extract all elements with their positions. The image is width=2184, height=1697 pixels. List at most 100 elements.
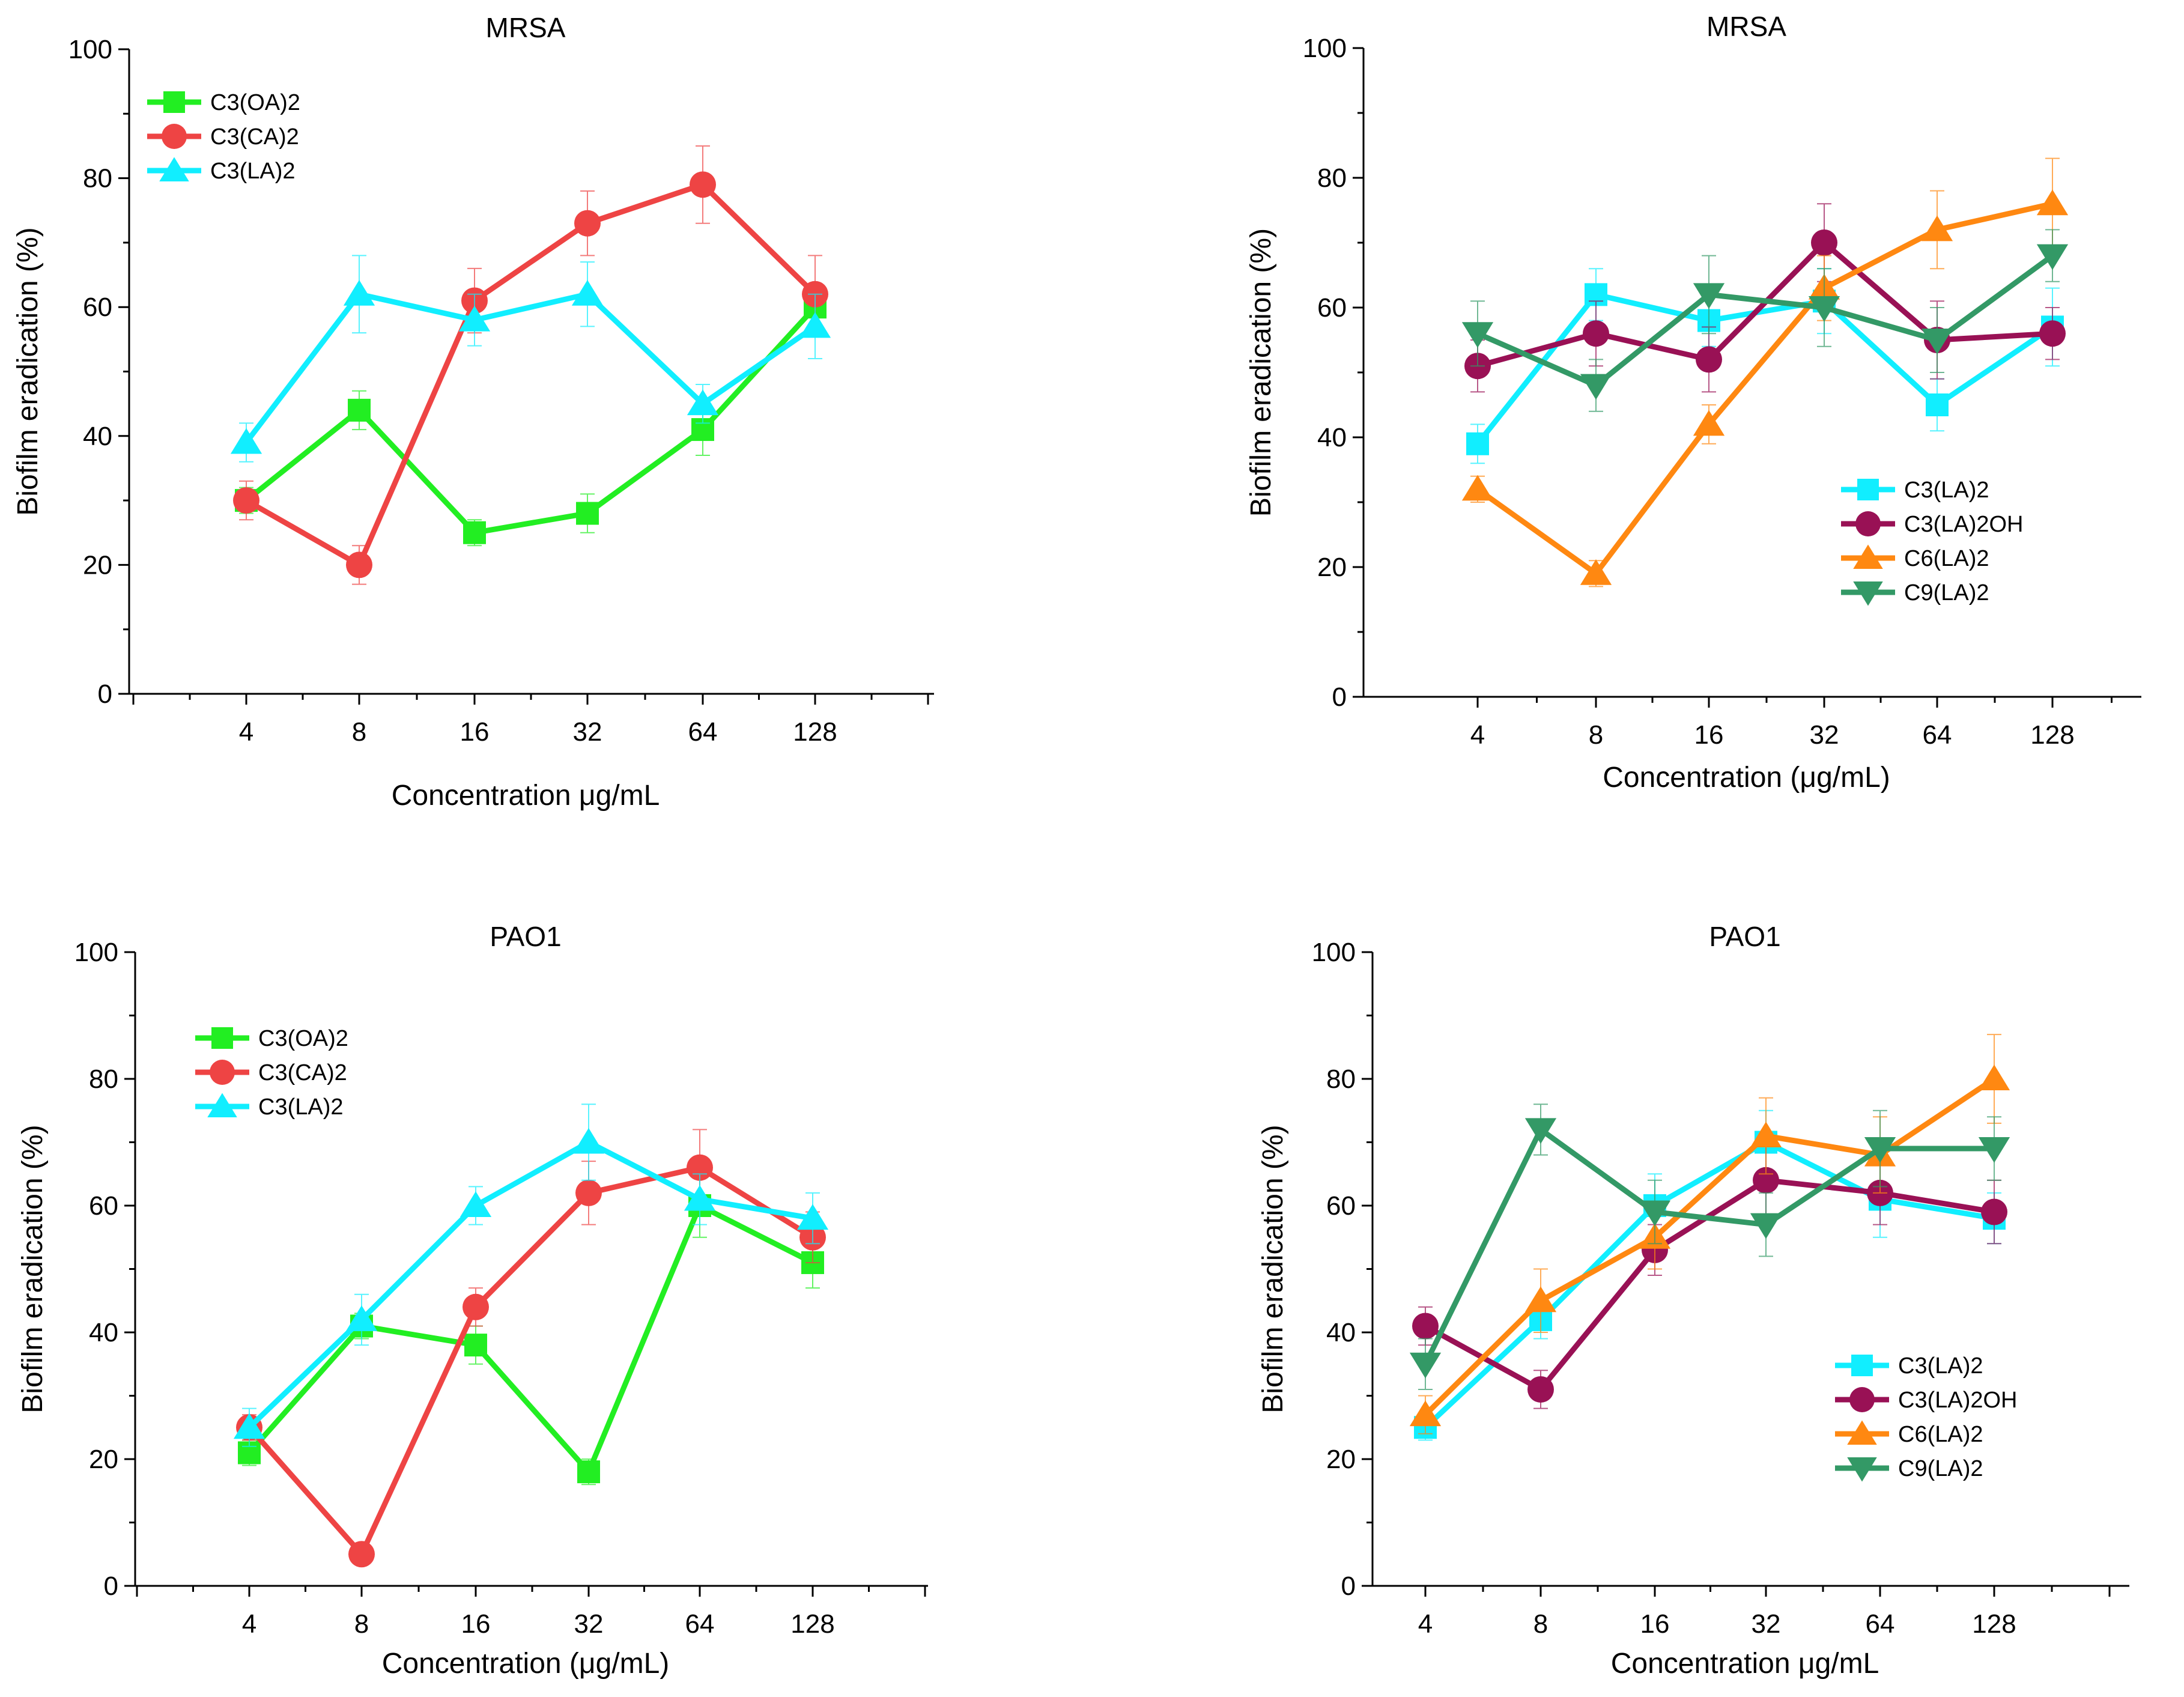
legend-label: C3(OA)2	[258, 1026, 348, 1051]
data-point	[1750, 1213, 1782, 1239]
data-point	[345, 1305, 378, 1331]
legend-item: C3(LA)2OH	[1841, 511, 2024, 537]
data-point	[572, 1128, 605, 1154]
data-point	[1412, 1313, 1439, 1340]
legend-marker	[1857, 479, 1879, 500]
series-line	[1423, 1076, 1996, 1417]
chart-pao1-right: 0 20 40 60 80 100 4 8 16 32 64 128 PAO1 Concentration…	[1257, 921, 2129, 1680]
x-tick-label: 32	[574, 1609, 604, 1639]
chart-title: PAO1	[490, 921, 561, 952]
legend-item: C9(LA)2	[1841, 580, 1989, 606]
legend-label: C9(LA)2	[1904, 580, 1989, 606]
y-axis-label: Biofilm eradication (%)	[12, 227, 44, 515]
legend-item: C3(CA)2	[147, 124, 299, 150]
y-tick-label: 20	[1317, 553, 1347, 582]
chart-title: MRSA	[1706, 11, 1786, 42]
y-tick-label: 40	[1326, 1318, 1356, 1347]
legend-marker	[1855, 511, 1881, 536]
x-tick-label: 128	[2030, 720, 2074, 750]
data-point	[233, 487, 259, 514]
data-point	[1693, 410, 1725, 436]
y-tick-label: 80	[1326, 1064, 1356, 1094]
legend-marker	[211, 1027, 233, 1049]
data-point	[1461, 475, 1494, 501]
x-tick-label: 16	[460, 717, 490, 747]
legend: C3(LA)2 C3(LA)2OH C6(LA)2 C9(LA)2	[1835, 1353, 2018, 1482]
series-c6-la-2	[1461, 157, 2069, 587]
data-point	[796, 1204, 829, 1230]
data-point	[1921, 329, 1953, 354]
x-tick-label: 8	[352, 717, 366, 747]
data-point	[576, 502, 599, 525]
x-tick-label: 16	[1694, 720, 1724, 750]
x-axis-label: Concentration (μg/mL)	[1603, 762, 1890, 794]
x-tick-label: 64	[688, 717, 718, 747]
data-point	[458, 305, 491, 332]
legend-label: C3(CA)2	[210, 124, 299, 150]
legend-label: C3(LA)2	[1898, 1353, 1983, 1379]
data-point	[575, 1179, 602, 1206]
data-point	[463, 521, 486, 544]
y-tick-label: 100	[1303, 34, 1347, 63]
data-point	[460, 1191, 492, 1217]
y-axis-label: Biofilm eradication (%)	[1245, 228, 1277, 517]
series-line	[244, 291, 817, 445]
x-tick-label: 8	[354, 1609, 369, 1639]
y-tick-label: 80	[1317, 163, 1347, 193]
legend: C3(LA)2 C3(LA)2OH C6(LA)2 C9(LA)2	[1841, 478, 2024, 606]
x-tick-label: 8	[1589, 720, 1603, 750]
series-line	[1476, 240, 2053, 369]
data-point	[799, 312, 831, 338]
data-point	[2036, 189, 2069, 216]
series-c3-la-2	[233, 1104, 829, 1447]
data-point	[1693, 283, 1725, 309]
data-point	[1580, 559, 1612, 585]
data-point	[230, 428, 262, 454]
y-tick-label: 100	[68, 35, 112, 64]
y-tick-label: 60	[1317, 293, 1347, 323]
legend-marker	[1847, 1457, 1877, 1482]
y-tick-label: 0	[1332, 682, 1347, 712]
x-axis-label: Concentration (μg/mL)	[382, 1648, 670, 1680]
legend: C3(OA)2 C3(CA)2 C3(LA)2	[147, 90, 300, 184]
data-point	[2039, 320, 2066, 347]
x-tick-label: 128	[1972, 1609, 2016, 1639]
series-line	[1422, 1126, 1994, 1365]
data-point	[346, 551, 372, 578]
x-axis-label: Concentration μg/mL	[392, 780, 660, 812]
data-point	[1808, 296, 1840, 322]
chart-mrsa-right: 0 20 40 60 80 100 4 8 16 32 64 128 MRSA Concentration…	[1245, 11, 2141, 794]
x-tick-label: 4	[1470, 720, 1485, 750]
series-line	[247, 1203, 814, 1475]
data-point	[1409, 1352, 1442, 1379]
data-point	[1811, 229, 1837, 256]
data-point	[1639, 1200, 1671, 1227]
y-tick-label: 100	[1312, 938, 1356, 967]
x-tick-label: 32	[1752, 1609, 1781, 1639]
data-point	[1527, 1376, 1554, 1403]
data-point	[463, 1293, 489, 1320]
data-point	[687, 389, 719, 416]
legend-label: C6(LA)2	[1904, 546, 1989, 571]
legend-item: C6(LA)2	[1835, 1420, 1983, 1447]
legend-label: C3(LA)2	[210, 159, 296, 184]
y-tick-label: 40	[1317, 423, 1347, 452]
x-tick-label: 128	[790, 1609, 834, 1639]
data-point	[1524, 1286, 1557, 1313]
legend-marker	[210, 1060, 235, 1085]
y-tick-label: 80	[83, 164, 112, 193]
data-point	[464, 1334, 487, 1357]
data-point	[690, 171, 716, 198]
data-point	[1583, 320, 1609, 347]
x-tick-label: 32	[573, 717, 602, 747]
data-point	[577, 1460, 600, 1484]
x-tick-label: 8	[1533, 1609, 1548, 1639]
legend-marker	[1853, 581, 1883, 606]
series-line	[1476, 201, 2053, 577]
y-tick-label: 100	[74, 938, 118, 967]
legend-marker	[162, 124, 187, 149]
y-tick-label: 0	[98, 679, 112, 709]
x-tick-label: 16	[461, 1609, 491, 1639]
chart-title: MRSA	[486, 12, 566, 43]
y-tick-label: 60	[83, 293, 112, 322]
